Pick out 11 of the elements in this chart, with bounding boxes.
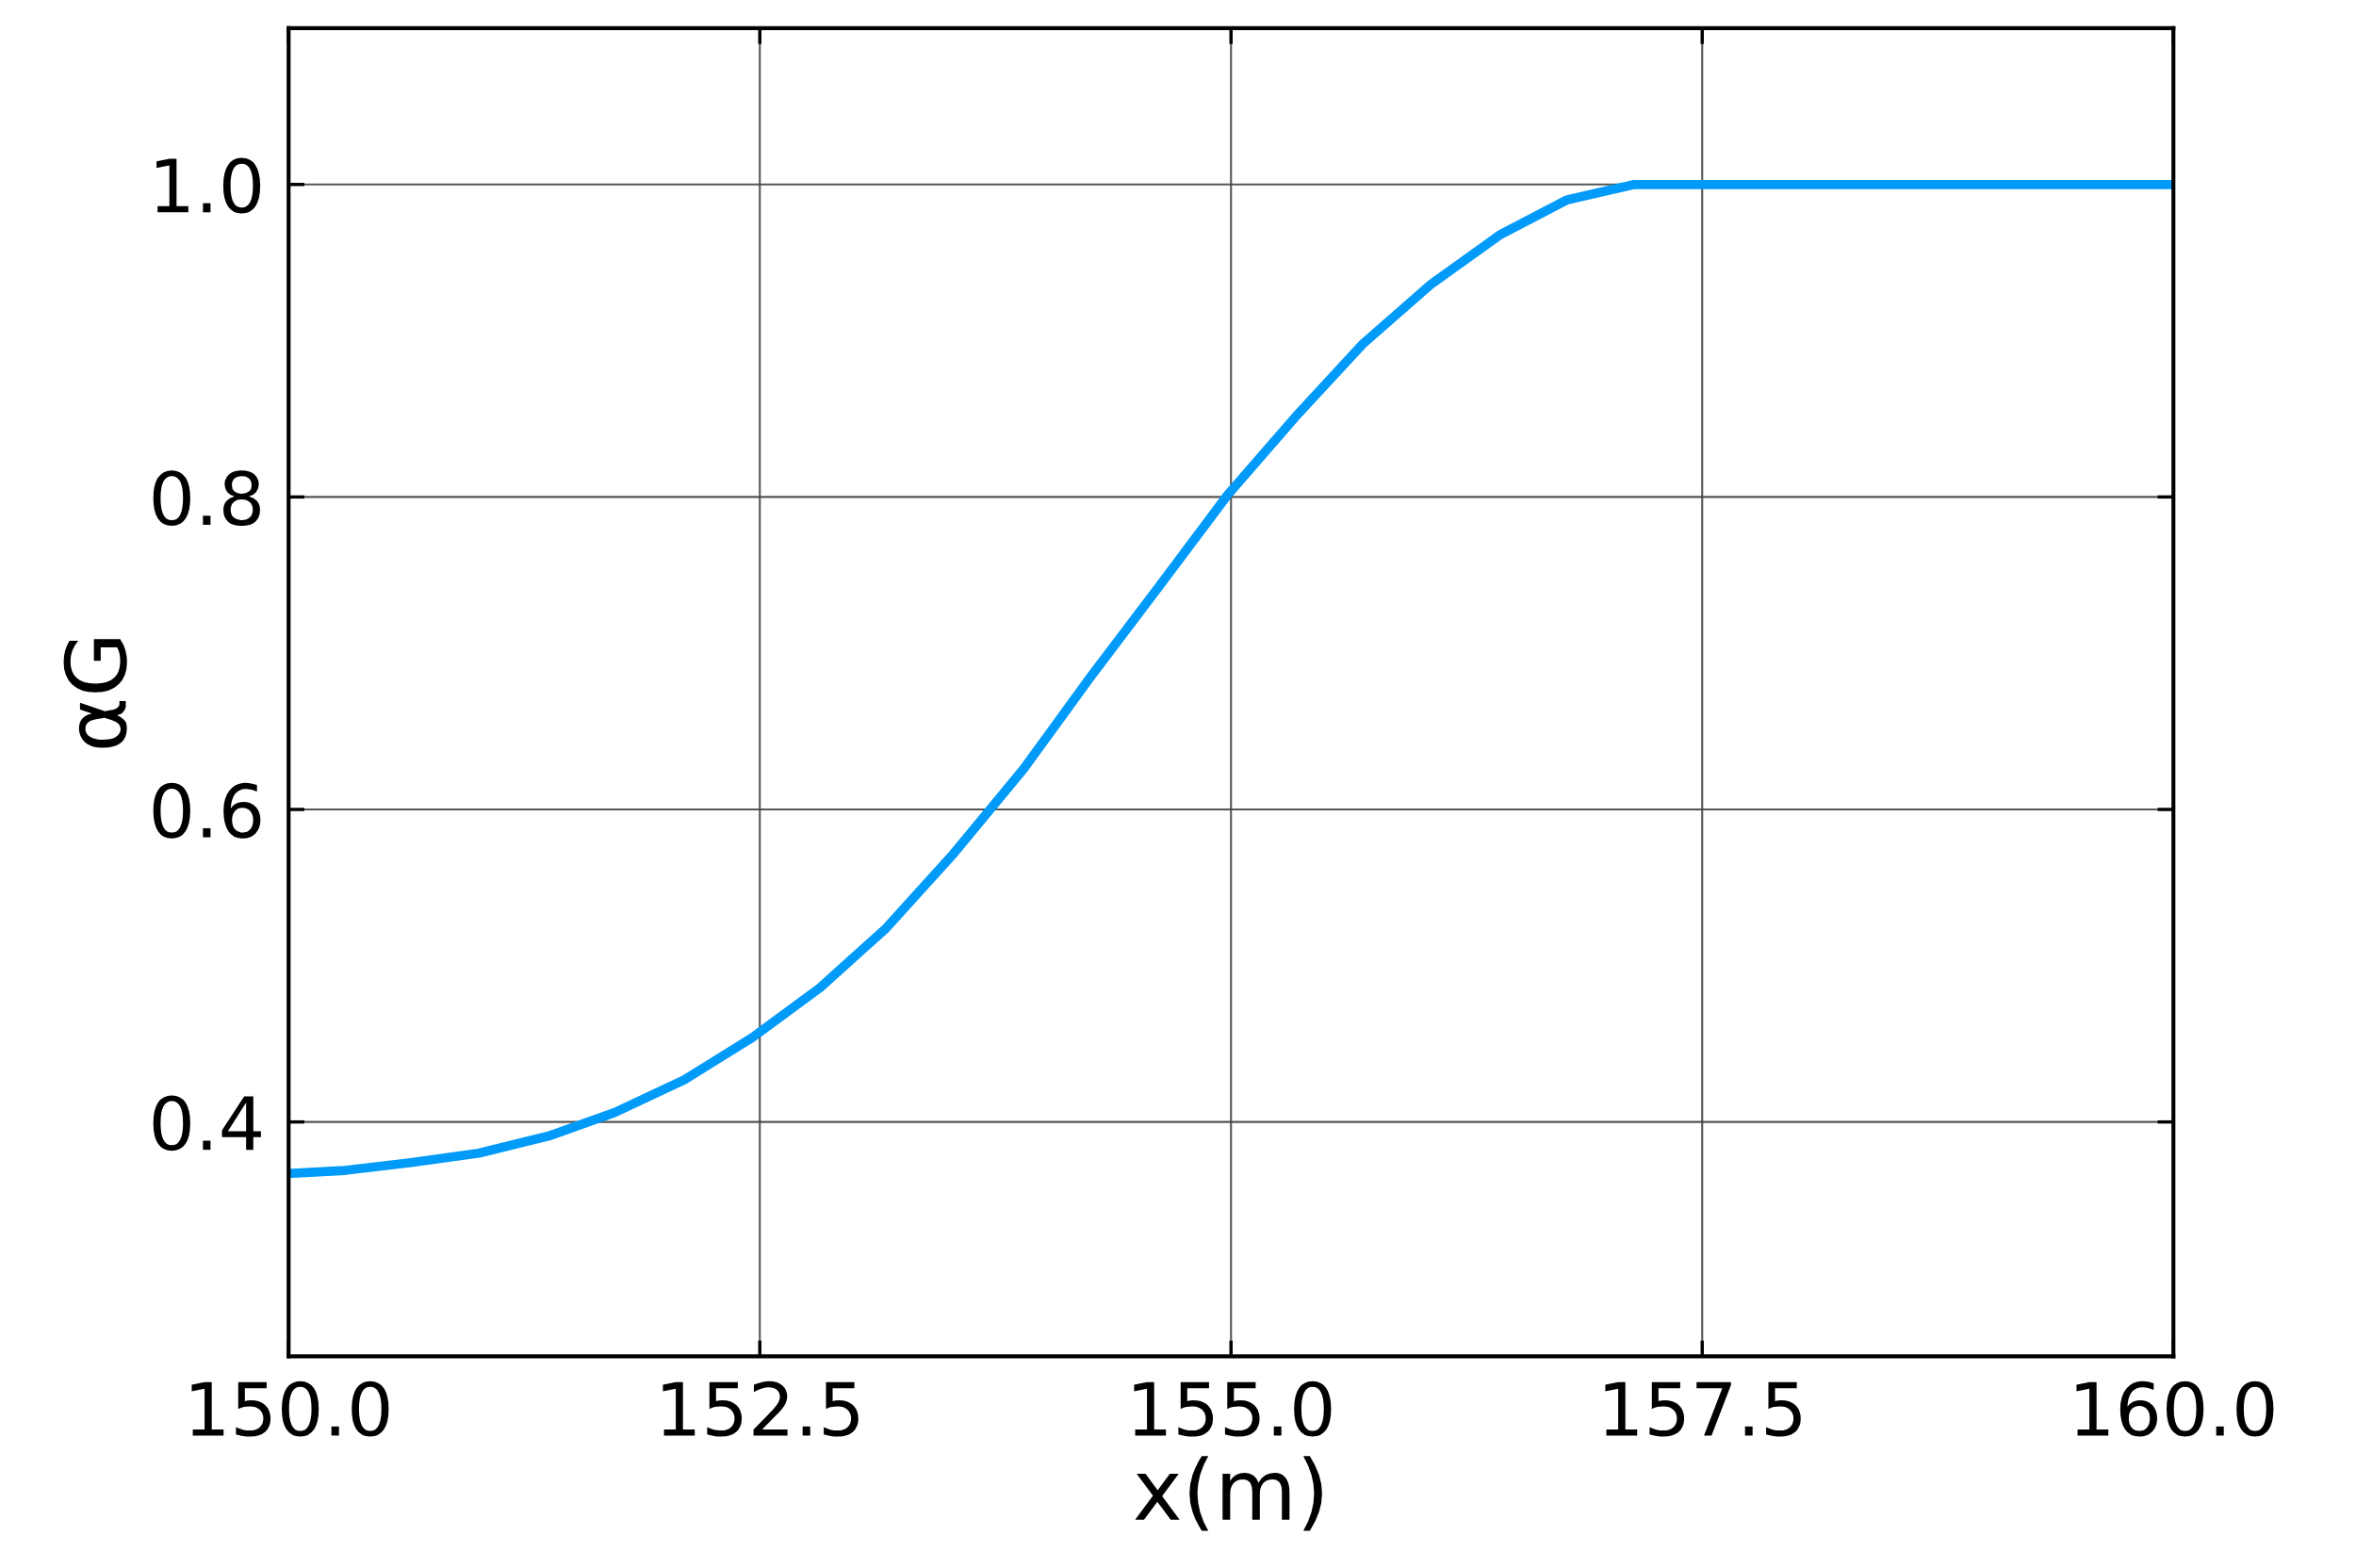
y-tick-label: 0.6 [153, 782, 261, 839]
y-axis-title: αG [63, 639, 127, 748]
x-tick-label: 152.5 [663, 1380, 859, 1437]
y-tick-label: 0.4 [153, 1095, 261, 1152]
x-tick-label: 155.0 [1134, 1380, 1332, 1437]
y-tick-label: 0.8 [153, 470, 260, 527]
x-tick-label: 160.0 [2076, 1380, 2274, 1437]
x-tick-label: 150.0 [191, 1380, 389, 1437]
x-tick-label: 157.5 [1605, 1381, 1801, 1437]
y-tick-label: 1.0 [156, 157, 261, 214]
x-axis-title: x(m) [1135, 1456, 1322, 1531]
